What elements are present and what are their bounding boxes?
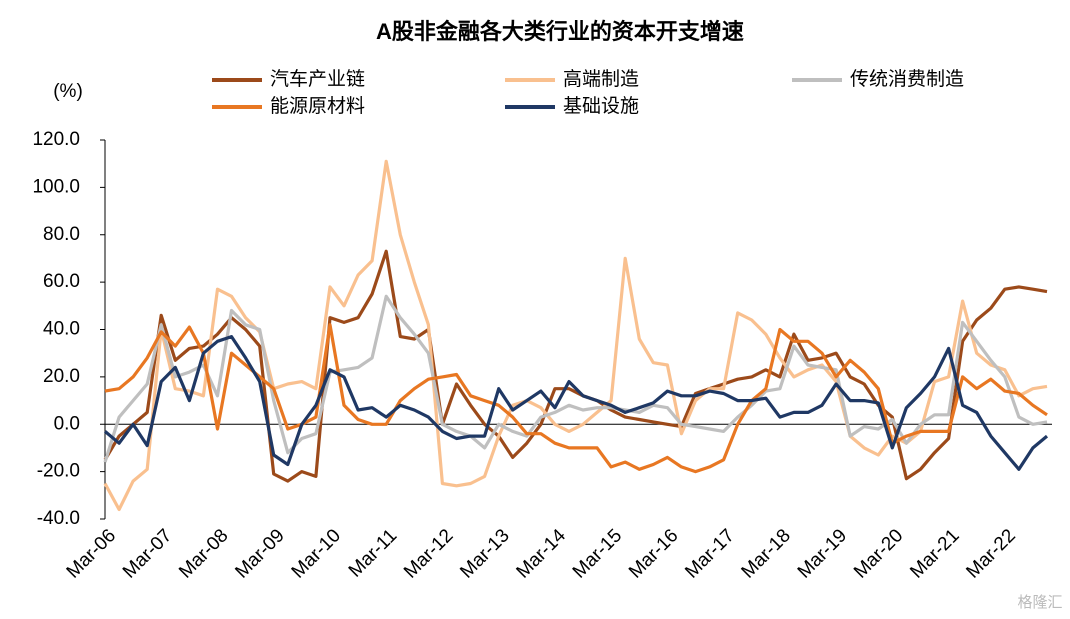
y-tick-label: 80.0 xyxy=(43,224,80,245)
x-tick-label: Mar-14 xyxy=(513,525,571,583)
series-line xyxy=(104,323,1048,474)
chart-title: A股非金融各大类行业的资本开支增速 xyxy=(376,19,744,44)
x-tick-label: Mar-06 xyxy=(63,525,120,582)
y-tick-label: -20.0 xyxy=(37,461,80,482)
series-line xyxy=(103,335,1049,471)
x-tick-label: Mar-17 xyxy=(681,525,738,582)
legend-label: 能源原材料 xyxy=(270,95,365,117)
x-tick-label: Mar-18 xyxy=(738,525,795,582)
x-tick-label: Mar-10 xyxy=(288,525,345,582)
x-tick-label: Mar-20 xyxy=(850,525,907,582)
series-line xyxy=(103,249,1048,483)
y-tick-label: 0.0 xyxy=(54,413,80,434)
y-axis-label: (%) xyxy=(53,81,83,102)
x-tick-label: Mar-08 xyxy=(175,525,232,582)
legend-label: 高端制造 xyxy=(563,68,639,90)
x-tick-label: Mar-19 xyxy=(794,525,851,582)
y-tick-label: 20.0 xyxy=(43,366,80,387)
x-tick-label: Mar-15 xyxy=(569,525,626,582)
y-tick-label: 40.0 xyxy=(43,319,80,340)
x-tick-label: Mar-12 xyxy=(400,525,457,582)
x-tick-label: Mar-13 xyxy=(456,525,513,582)
y-tick-label: 100.0 xyxy=(32,176,80,197)
y-tick-label: -40.0 xyxy=(37,508,80,529)
x-tick-label: Mar-21 xyxy=(906,525,963,582)
legend-label: 传统消费制造 xyxy=(850,68,964,90)
x-tick-label: Mar-16 xyxy=(625,525,682,582)
series-line xyxy=(103,159,1048,512)
y-tick-label: 120.0 xyxy=(32,129,80,150)
y-tick-label: 60.0 xyxy=(43,271,80,292)
series-line xyxy=(103,294,1048,463)
x-tick-label: Mar-07 xyxy=(119,525,176,582)
legend-label: 汽车产业链 xyxy=(270,68,365,90)
x-tick-label: Mar-22 xyxy=(962,525,1019,582)
watermark: 格隆汇 xyxy=(1017,594,1062,611)
x-tick-label: Mar-09 xyxy=(231,525,288,582)
legend-label: 基础设施 xyxy=(563,95,639,117)
x-tick-label: Mar-11 xyxy=(345,525,401,581)
